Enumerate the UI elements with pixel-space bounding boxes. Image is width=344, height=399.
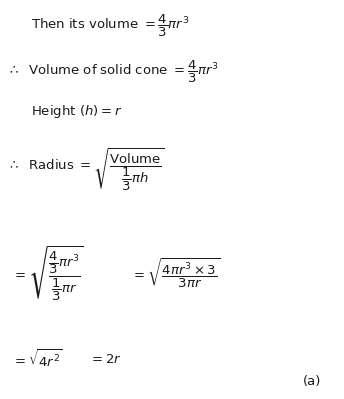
Text: Height $(h) = r$: Height $(h) = r$ bbox=[31, 103, 122, 120]
Text: $= \sqrt{\dfrac{4\pi r^3 \times 3}{3\pi r}}$: $= \sqrt{\dfrac{4\pi r^3 \times 3}{3\pi … bbox=[131, 257, 220, 290]
Text: $\therefore\;$ Volume of solid cone $= \dfrac{4}{3}\pi r^3$: $\therefore\;$ Volume of solid cone $= \… bbox=[7, 59, 218, 85]
Text: $= 2r$: $= 2r$ bbox=[89, 353, 122, 365]
Text: $\therefore\;$ Radius $= \sqrt{\dfrac{\mathrm{Volume}}{\dfrac{1}{3}\pi h}}$: $\therefore\;$ Radius $= \sqrt{\dfrac{\m… bbox=[7, 146, 165, 193]
Text: $= \sqrt{\dfrac{\dfrac{4}{3}\pi r^3}{\dfrac{1}{3}\pi r}}$: $= \sqrt{\dfrac{\dfrac{4}{3}\pi r^3}{\df… bbox=[12, 244, 84, 302]
Text: Then its volume $= \dfrac{4}{3}\pi r^3$: Then its volume $= \dfrac{4}{3}\pi r^3$ bbox=[31, 13, 189, 39]
Text: $= \sqrt{4r^2}$: $= \sqrt{4r^2}$ bbox=[12, 348, 63, 370]
Text: (a): (a) bbox=[303, 375, 321, 387]
